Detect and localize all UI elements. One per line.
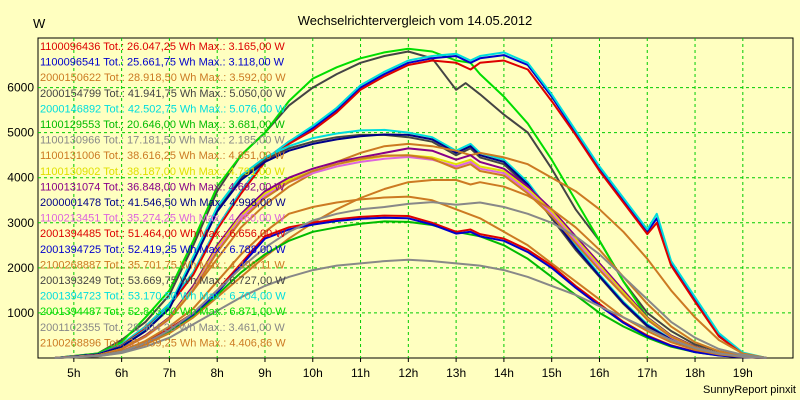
- y-axis-label: W: [33, 16, 46, 31]
- legend-entry: 1100096541 Tot.: 25.661,75 Wh Max.: 3.11…: [40, 57, 285, 69]
- legend-entry: 2000154799 Tot.: 41.941,75 Wh Max.: 5.05…: [40, 88, 286, 100]
- x-tick-label: 5h: [67, 366, 80, 380]
- x-tick-label: 16h: [589, 366, 609, 380]
- legend-entry: 1100130902 Tot.: 38.187,00 Wh Max.: 4.79…: [40, 166, 285, 178]
- legend-entry: 2001394725 Tot.: 52.419,25 Wh Max.: 6.78…: [40, 244, 286, 256]
- x-tick-label: 7h: [163, 366, 176, 380]
- legend-entry: 2001393249 Tot.: 53.669,75 Wh Max.: 6.72…: [40, 275, 286, 287]
- y-tick-label: 4000: [7, 171, 34, 185]
- x-tick-label: 10h: [303, 366, 323, 380]
- x-tick-label: 17h: [637, 366, 657, 380]
- series-line-2001394723: [54, 51, 767, 359]
- legend-entry: 2100268896 Tot.: 35.459,25 Wh Max.: 4.40…: [40, 337, 286, 349]
- x-tick-label: 15h: [542, 366, 562, 380]
- series-line-2100268896: [54, 179, 767, 359]
- series-line-2001102355: [54, 201, 767, 359]
- x-tick-label: 8h: [211, 366, 224, 380]
- legend-entry: 1100131074 Tot.: 36.848,00 Wh Max.: 4.69…: [40, 181, 285, 193]
- legend-entry: 1100213451 Tot.: 35.274,25 Wh Max.: 4.46…: [40, 213, 285, 225]
- series-line-2001394485: [54, 59, 767, 359]
- legend-entry: 2001394723 Tot.: 53.170,50 Wh Max.: 6.70…: [40, 291, 286, 303]
- legend-entry: 1100096436 Tot.: 26.047,25 Wh Max.: 3.16…: [40, 41, 285, 53]
- x-tick-label: 13h: [446, 366, 466, 380]
- y-tick-label: 6000: [7, 81, 34, 95]
- series-line-2100268887: [54, 154, 767, 359]
- series-line-2000001478: [54, 133, 767, 359]
- series-line-1100130966: [54, 258, 767, 359]
- x-tick-label: 19h: [733, 366, 753, 380]
- y-tick-label: 3000: [7, 216, 34, 230]
- legend-entry: 2001394487 Tot.: 52.843,00 Wh Max.: 6.87…: [40, 306, 286, 318]
- series-layer: [54, 47, 767, 359]
- y-axis: 1000 2000 3000 4000 5000 6000: [7, 81, 34, 320]
- legend-entry: 2001394485 Tot.: 51.464,00 Wh Max.: 6.65…: [40, 228, 286, 240]
- legend-entry: 1100129553 Tot.: 20.646,00 Wh Max.: 3.68…: [40, 119, 285, 131]
- legend-entry: 2100268887 Tot.: 35.701,75 Wh Max.: 4.49…: [40, 259, 285, 271]
- series-line-1100096541: [54, 216, 767, 359]
- series-line-2000150622: [54, 195, 767, 359]
- legend-entry: 1100130966 Tot.: 17.181,50 Wh Max.: 2.18…: [40, 135, 285, 147]
- legend-entry: 2000150622 Tot.: 28.918,50 Wh Max.: 3.59…: [40, 72, 286, 84]
- x-tick-label: 9h: [258, 366, 271, 380]
- x-tick-label: 18h: [685, 366, 705, 380]
- x-tick-label: 11h: [351, 366, 370, 380]
- y-tick-label: 1000: [7, 306, 34, 320]
- y-tick-label: 5000: [7, 126, 34, 140]
- legend-entry: 2000146892 Tot.: 42.502,75 Wh Max.: 5.07…: [40, 103, 286, 115]
- x-tick-label: 12h: [398, 366, 418, 380]
- chart-title: Wechselrichtervergleich vom 14.05.2012: [298, 13, 533, 28]
- x-axis: 5h 6h 7h 8h 9h 10h 11h 12h 13h 14h 15h 16h 17h 18h 19h: [67, 358, 753, 380]
- legend-entry: 2000001478 Tot.: 41.546,50 Wh Max.: 4.99…: [40, 197, 286, 209]
- x-tick-label: 14h: [494, 366, 514, 380]
- x-tick-label: 6h: [115, 366, 128, 380]
- y-tick-label: 2000: [7, 261, 34, 275]
- credit-label: SunnyReport pinxit: [703, 384, 796, 396]
- legend-entry: 1100131006 Tot.: 38.616,25 Wh Max.: 4.85…: [40, 150, 285, 162]
- legend-entry: 2001102355 Tot.: 28.404,25 Wh Max.: 3.46…: [40, 322, 285, 334]
- legend: 1100096436 Tot.: 26.047,25 Wh Max.: 3.16…: [40, 41, 286, 349]
